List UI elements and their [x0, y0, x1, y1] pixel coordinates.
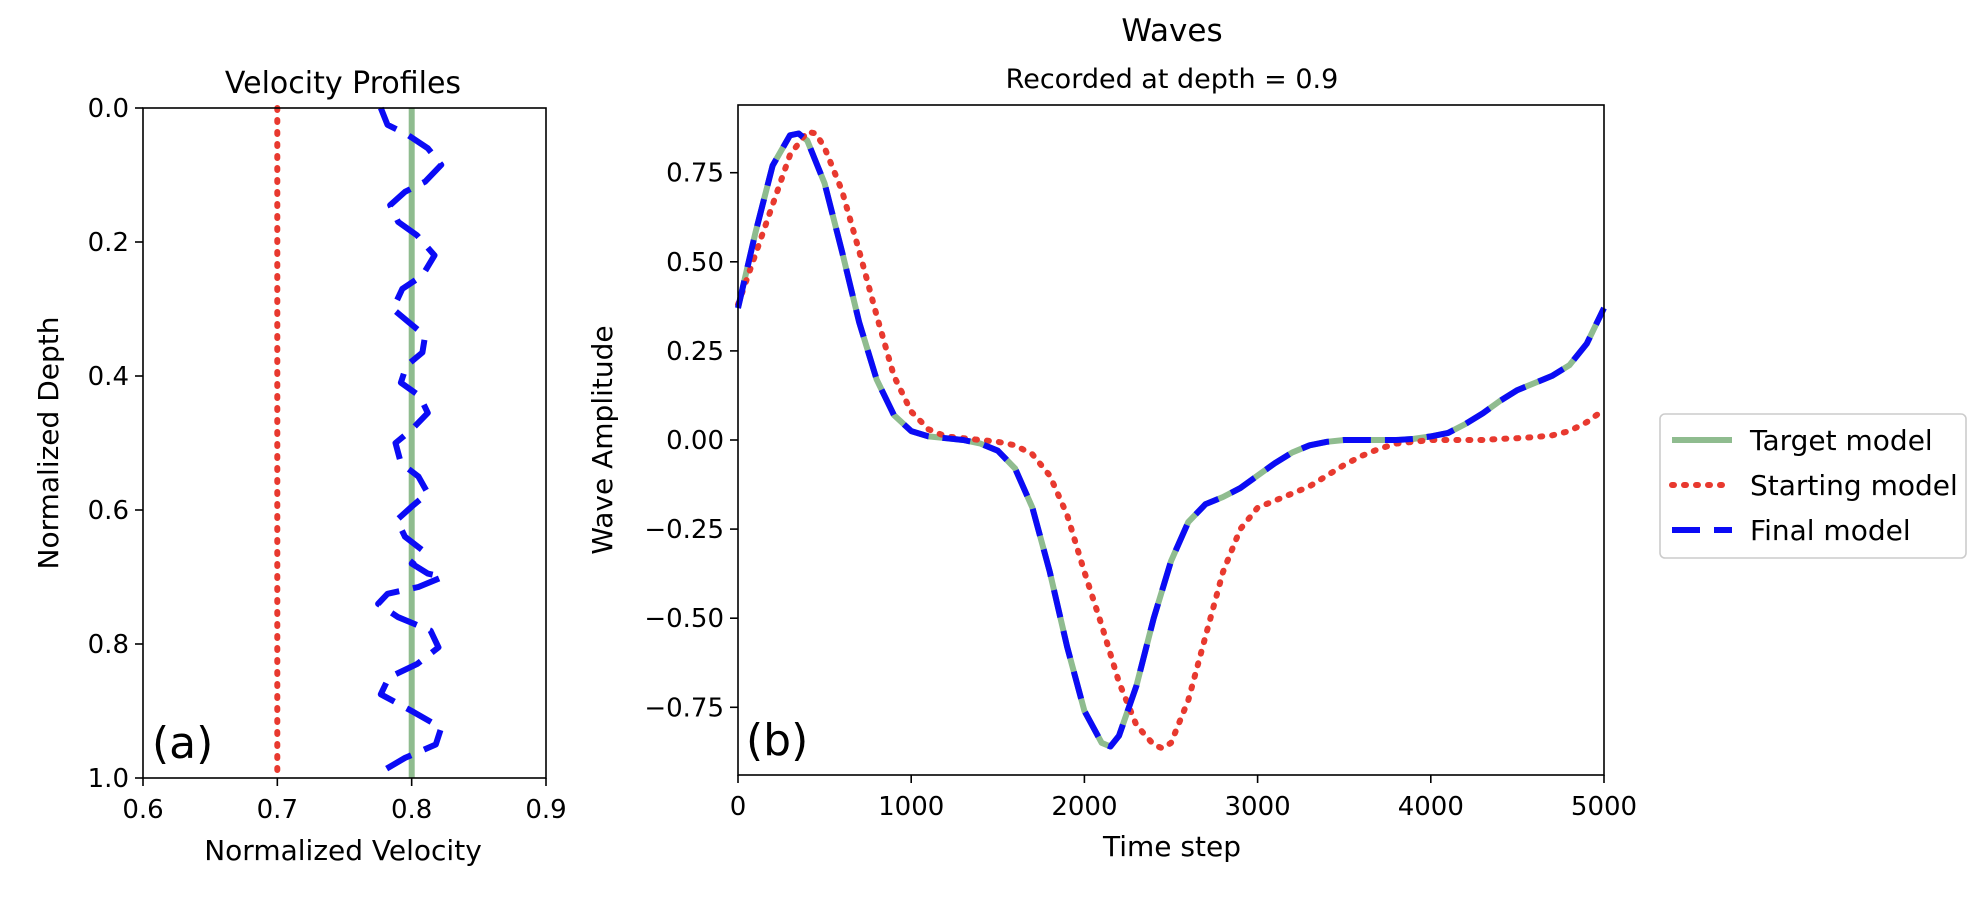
x-tick-label: 0.8 — [391, 795, 432, 825]
velocity-profiles-panel: Velocity Profiles 0.6 0.7 0.8 0.90.00.20.40… — [32, 66, 567, 867]
y-tick-label: 0.25 — [666, 337, 724, 367]
y-tick-label: 0.0 — [88, 94, 129, 124]
y-tick-label: 0.00 — [666, 426, 724, 456]
x-tick-label: 0.6 — [122, 795, 163, 825]
legend-label: Final model — [1750, 514, 1911, 547]
y-tick-label: −0.50 — [644, 604, 724, 634]
x-tick-label: 5000 — [1571, 792, 1637, 822]
series-line-final-model — [735, 130, 1607, 750]
panel-b-axes-frame — [737, 104, 1605, 776]
series-line-starting-model — [735, 128, 1607, 752]
legend-label: Starting model — [1750, 469, 1958, 502]
panel-a-label: (a) — [152, 718, 213, 769]
panel-b-title: Waves — [1121, 13, 1222, 49]
y-tick-label: 0.8 — [88, 630, 129, 660]
y-tick-label: 1.0 — [88, 764, 129, 794]
legend: Target model Starting model Final model — [1659, 413, 1967, 559]
series-line-target-model — [735, 130, 1607, 750]
x-tick-label: 2000 — [1051, 792, 1117, 822]
y-tick-label: 0.6 — [88, 496, 129, 526]
x-tick-label: 3000 — [1225, 792, 1291, 822]
x-tick-label: 4000 — [1398, 792, 1464, 822]
panel-a-xlabel: Normalized Velocity — [204, 834, 482, 867]
series-line-final-model — [375, 106, 446, 780]
y-tick-label: 0.75 — [666, 159, 724, 189]
panel-b-subtitle: Recorded at depth = 0.9 — [1006, 64, 1339, 95]
x-tick-label: 0.9 — [525, 795, 566, 825]
panel-b-label: (b) — [746, 715, 808, 766]
legend-label: Target model — [1749, 424, 1933, 457]
y-tick-label: −0.25 — [644, 515, 724, 545]
panel-a-ylabel: Normalized Depth — [32, 317, 65, 570]
panel-a-axes-frame — [142, 107, 547, 779]
y-tick-label: 0.2 — [88, 228, 129, 258]
y-tick-label: 0.4 — [88, 362, 129, 392]
legend-frame — [1659, 413, 1967, 559]
waves-panel: Waves Recorded at depth = 0.9 0 1000 2000 3… — [586, 13, 1637, 863]
x-tick-label: 1000 — [878, 792, 944, 822]
y-tick-label: −0.75 — [644, 693, 724, 723]
panel-a-axes-content: 0.6 0.7 0.8 0.9 0.0 0.2 0.4 0.6 0.8 1.0 — [88, 94, 567, 825]
y-tick-label: 0.50 — [666, 248, 724, 278]
x-tick-label: 0.7 — [257, 795, 298, 825]
x-tick-label: 0 — [730, 792, 747, 822]
panel-a-title: Velocity Profiles — [225, 66, 461, 101]
panel-b-xlabel: Time step — [1102, 830, 1241, 863]
panel-b-ylabel: Wave Amplitude — [586, 325, 619, 554]
panel-b-axes-content: 0 1000 2000 3000 4000 5000 0.75 0.50 0.25 0.00 −0.… — [644, 128, 1637, 822]
